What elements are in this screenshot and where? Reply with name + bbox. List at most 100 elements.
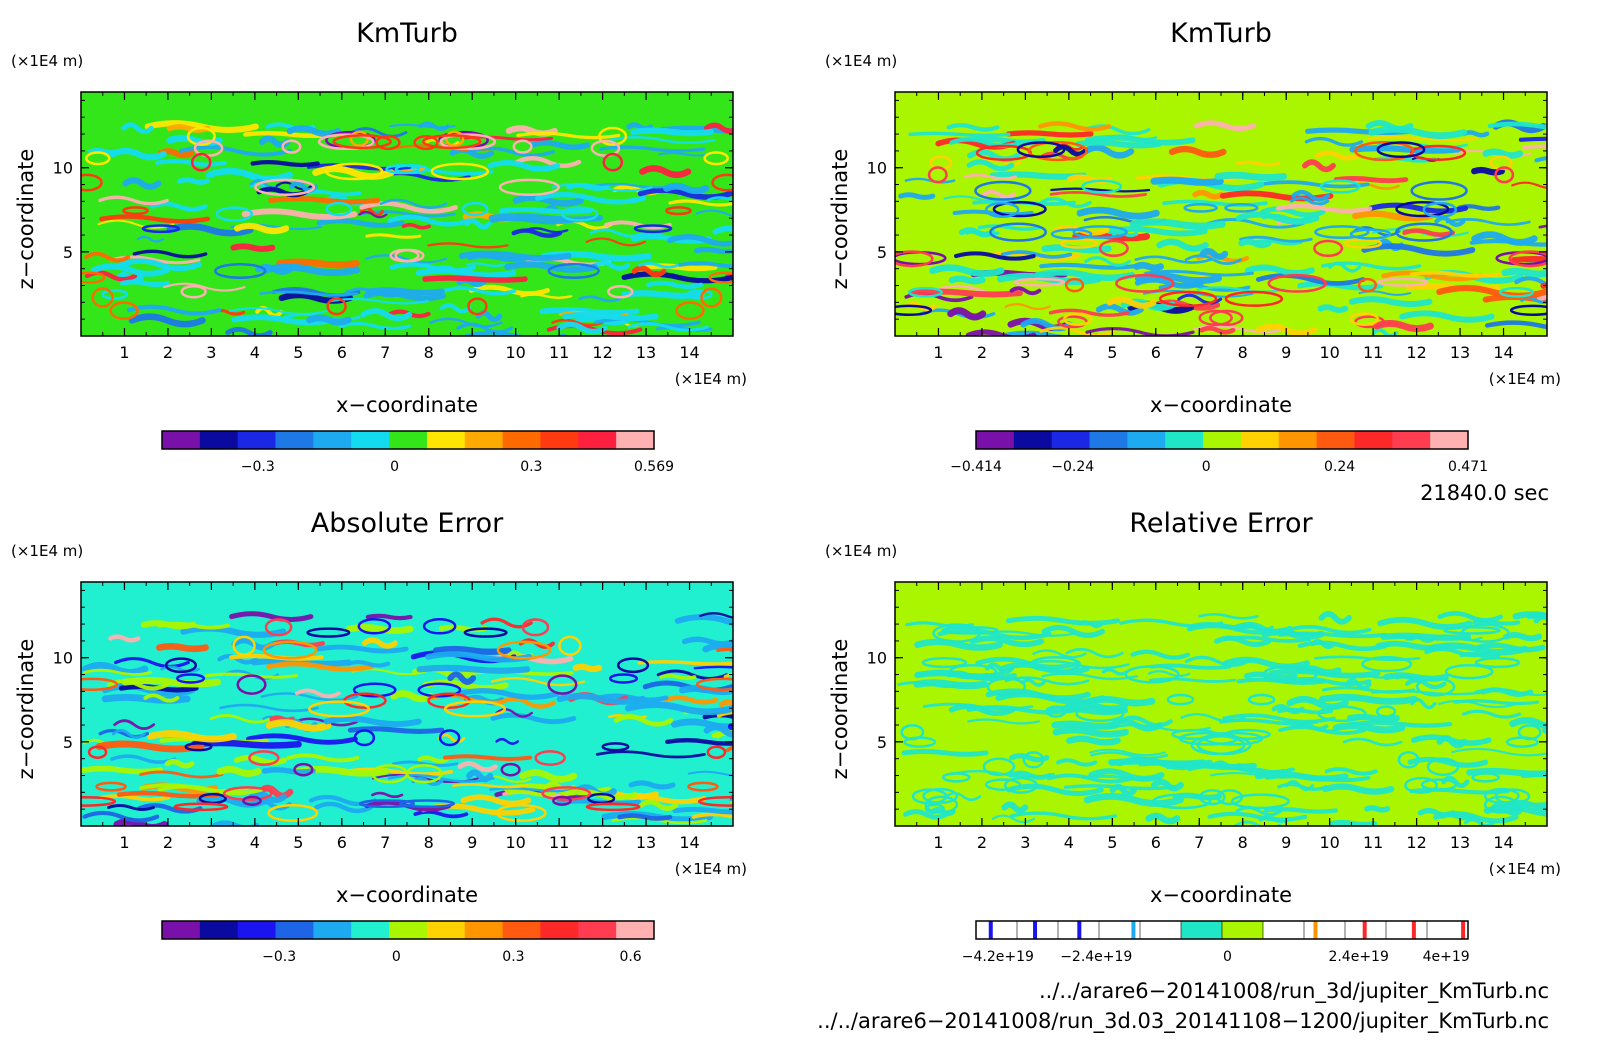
heatmap-field [81,92,733,336]
colorbar-swatch [1140,921,1182,939]
colorbar-tick-label: −0.3 [241,459,275,475]
colorbar-swatch [313,921,352,939]
colorbar-swatch [578,921,617,939]
colorbar-swatch [1240,431,1280,449]
time-label: 21840.0 sec [1420,481,1549,505]
colorbar-swatch [1304,921,1346,939]
colorbar-swatch [1051,431,1091,449]
x-tick-label: 14 [679,343,699,362]
x-tick-label: 10 [1319,343,1339,362]
x-tick-label: 1 [933,343,943,362]
x-tick-label: 1 [933,833,943,852]
colorbar-tick-label: −0.24 [1051,459,1094,475]
colorbar: −0.3 0 0.3 0.569 [161,430,674,475]
colorbar-swatch [1263,921,1305,939]
x-tick-label: 5 [1107,833,1117,852]
heatmap-field [895,92,1547,336]
colorbar-swatch [1127,431,1166,449]
colorbar-mark [1313,921,1318,939]
x-tick-label: 9 [1281,833,1291,852]
colorbar-tick-label: 0.3 [502,949,524,965]
colorbar-swatch [1165,431,1204,449]
colorbar-swatch [162,921,201,939]
colorbar-swatch [275,431,314,449]
colorbar-swatch [389,431,428,449]
colorbar-swatch [389,921,428,939]
colorbar-tick-label: 0.569 [634,459,674,475]
y-tick-label: 10 [867,649,887,668]
x-tick-label: 9 [467,343,477,362]
file-path-2: ../../arare6−20141008/run_3d.03_20141108… [817,1009,1549,1034]
colorbar-swatch [237,431,277,449]
panel-title: Absolute Error [311,508,504,539]
panel-kmturb-original: KmTurb (×1E4 m) (×1E4 m) x−coordinate z−coor… [11,18,747,475]
x-tick-label: 7 [1194,343,1204,362]
heatmap-field [81,582,733,826]
y-unit-label: (×1E4 m) [825,52,897,70]
x-tick-label: 4 [250,343,260,362]
colorbar-swatch [162,431,201,449]
x-tick-label: 14 [679,833,699,852]
colorbar-swatch [275,921,314,939]
x-unit-label: (×1E4 m) [1489,370,1561,388]
colorbar-tick-label: 0.6 [619,949,641,965]
colorbar-mark [988,921,993,939]
colorbar-swatch [1013,431,1053,449]
x-tick-label: 8 [1238,833,1248,852]
x-tick-label: 2 [163,833,173,852]
colorbar-swatch [1354,431,1393,449]
colorbar-tick-label: 0 [392,949,401,965]
x-tick-label: 2 [977,833,987,852]
x-tick-label: 12 [1406,833,1426,852]
x-tick-label: 3 [206,833,216,852]
x-tick-label: 5 [293,833,303,852]
y-tick-label: 5 [63,733,73,752]
colorbar-swatch [1316,431,1355,449]
colorbar-swatch [426,431,466,449]
colorbar-mark [1362,921,1367,939]
x-tick-label: 7 [380,343,390,362]
colorbar-tick-label: 0 [1223,949,1232,965]
x-tick-label: 11 [1363,833,1383,852]
x-tick-label: 8 [424,833,434,852]
y-axis-label: z−coordinate [828,149,852,290]
y-tick-label: 5 [63,243,73,262]
x-tick-label: 11 [1363,343,1383,362]
x-tick-label: 9 [467,833,477,852]
x-unit-label: (×1E4 m) [1489,860,1561,878]
x-tick-label: 12 [1406,343,1426,362]
colorbar-swatch [1203,431,1242,449]
x-tick-label: 1 [119,343,129,362]
x-tick-label: 3 [1020,343,1030,362]
panel-title: KmTurb [356,18,458,49]
x-tick-label: 12 [592,833,612,852]
y-tick-label: 10 [53,649,73,668]
x-tick-label: 6 [337,343,347,362]
colorbar-mark [1411,921,1416,939]
x-tick-label: 5 [1107,343,1117,362]
x-tick-label: 5 [293,343,303,362]
x-tick-label: 4 [250,833,260,852]
x-tick-label: 6 [337,833,347,852]
x-tick-label: 9 [1281,343,1291,362]
colorbar-swatch [1017,921,1059,939]
colorbar-swatch [502,431,541,449]
panel-title: Relative Error [1129,508,1313,539]
colorbar-swatch [464,921,504,939]
x-tick-label: 6 [1151,343,1161,362]
y-tick-label: 5 [877,733,887,752]
x-tick-label: 12 [592,343,612,362]
file-path-1: ../../arare6−20141008/run_3d/jupiter_KmT… [1039,979,1549,1004]
x-tick-label: 13 [636,833,656,852]
x-unit-label: (×1E4 m) [675,860,747,878]
colorbar-swatch [1099,921,1141,939]
colorbar-tick-label: −0.3 [262,949,296,965]
panel-kmturb-modified: KmTurb (×1E4 m) (×1E4 m) x−coordinate z−coor… [825,18,1561,475]
colorbar-frame [975,920,1469,940]
colorbar: −0.3 0 0.3 0.6 [161,920,655,965]
x-tick-label: 8 [424,343,434,362]
x-tick-label: 7 [1194,833,1204,852]
colorbar-tick-label: 0.471 [1448,459,1488,475]
colorbar-swatch [351,921,390,939]
